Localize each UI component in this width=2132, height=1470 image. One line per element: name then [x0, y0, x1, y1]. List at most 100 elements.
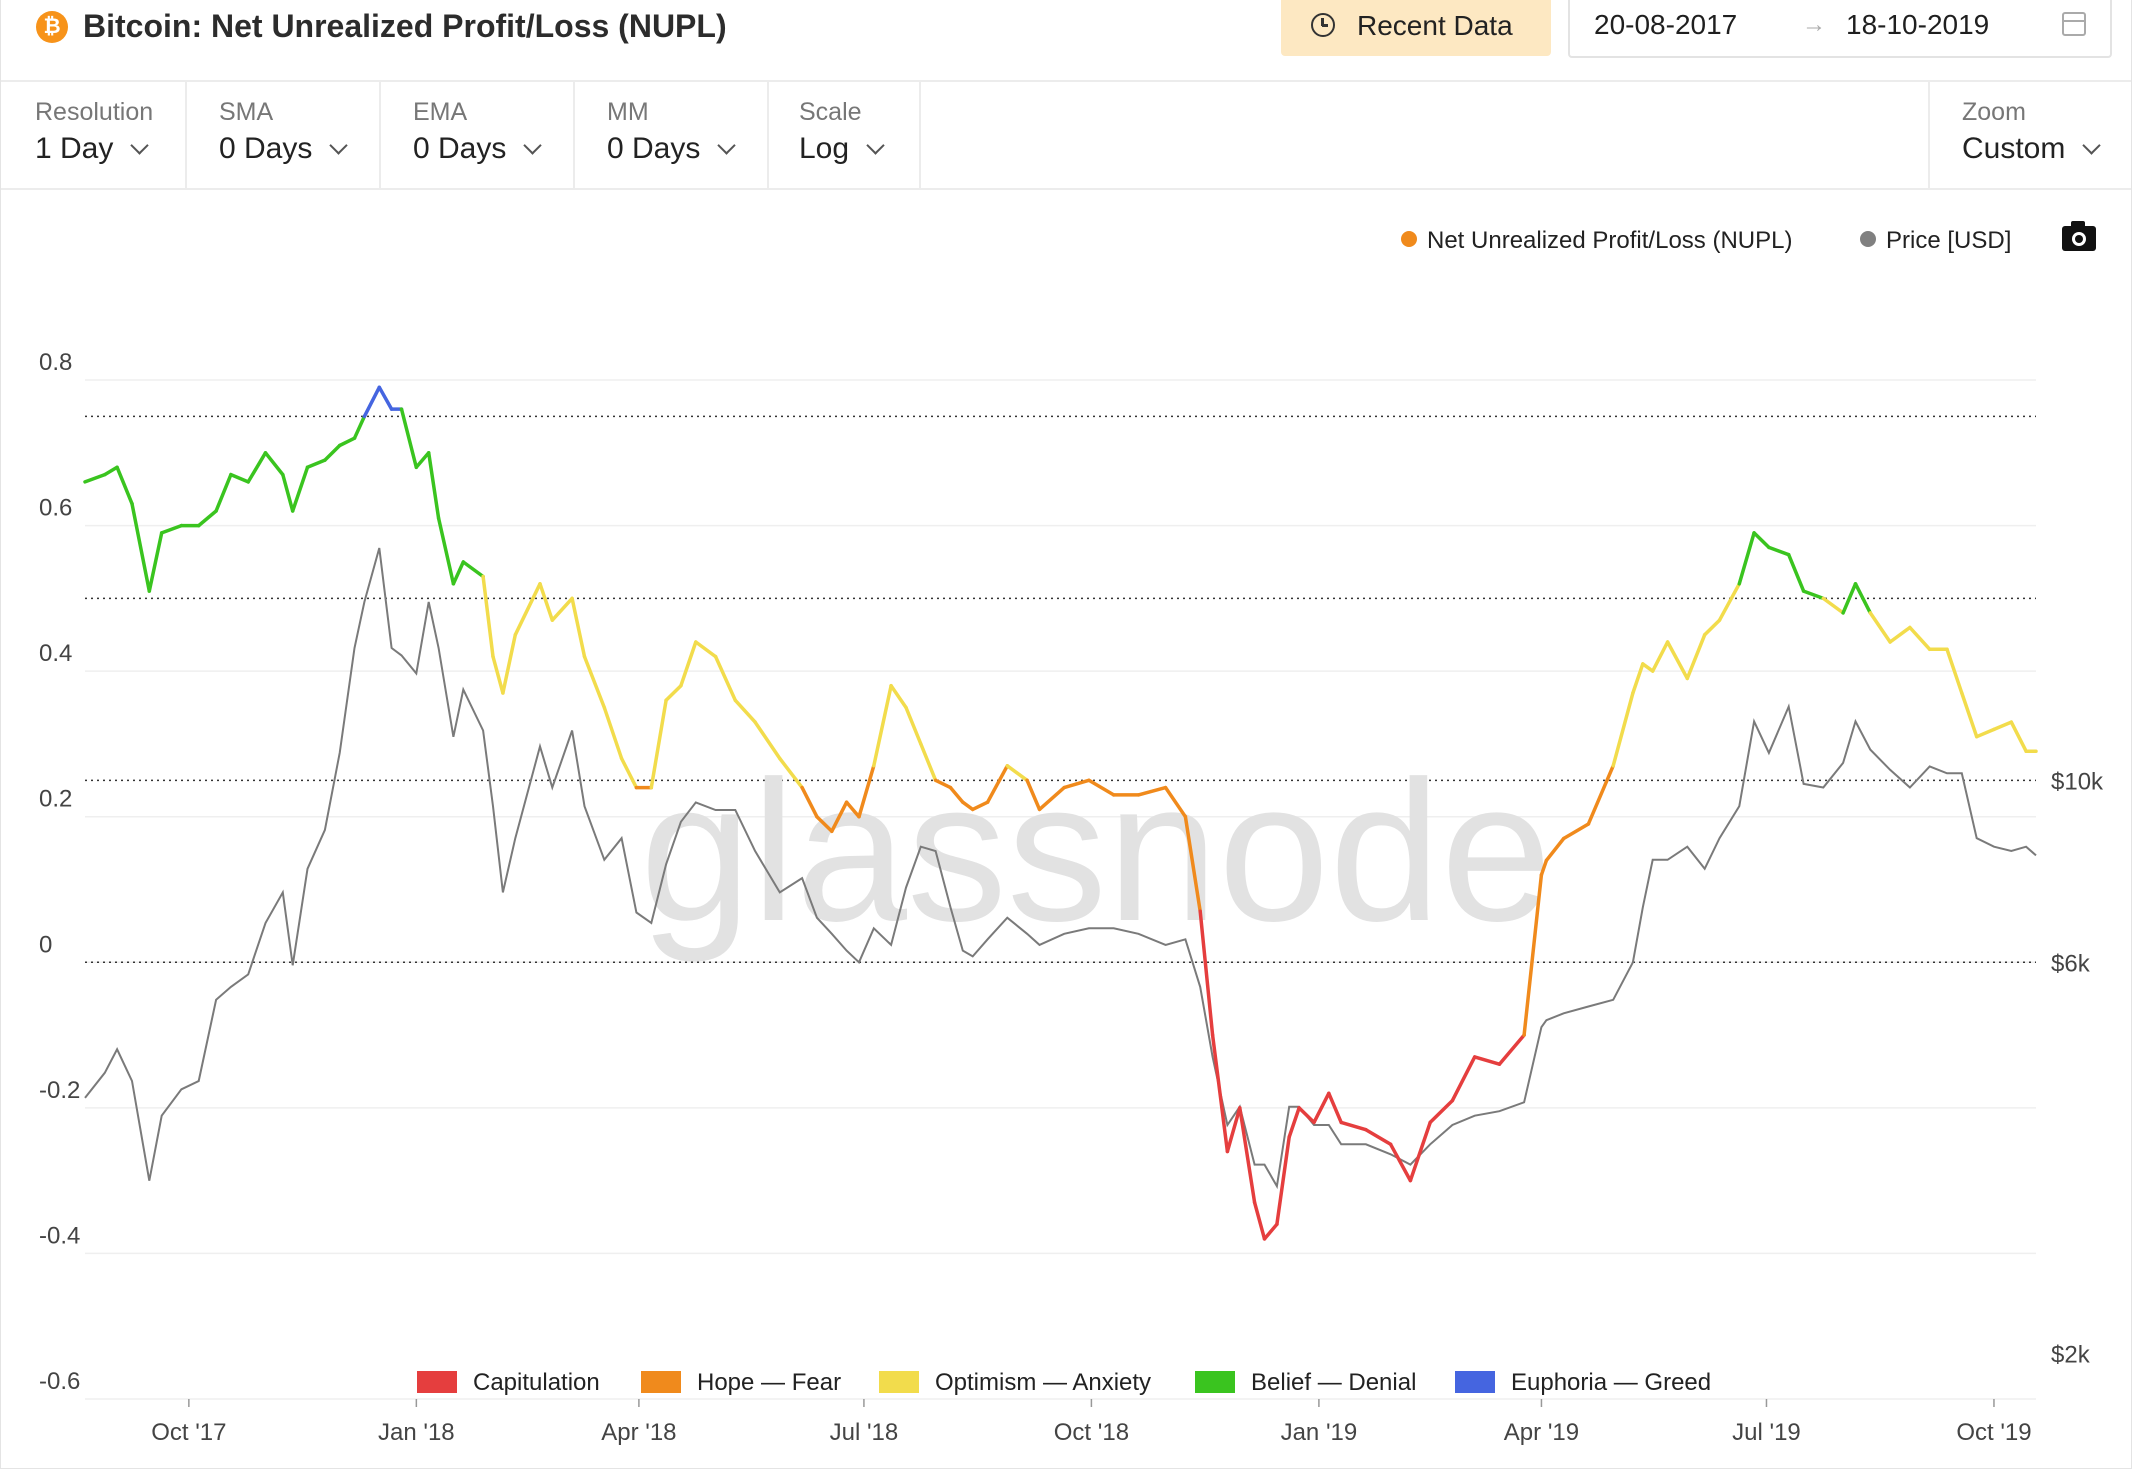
- mm-select[interactable]: MM 0 Days: [575, 80, 769, 188]
- chevron-down-icon: [717, 136, 737, 155]
- ema-label: EMA: [413, 98, 468, 126]
- nupl-segment: [1960, 691, 1979, 739]
- ema-value[interactable]: 0 Days: [413, 132, 543, 166]
- chevron-down-icon: [866, 136, 885, 155]
- nupl-segment: [1631, 662, 1645, 695]
- mm-value[interactable]: 0 Days: [607, 132, 737, 166]
- nupl-segment: [985, 764, 1010, 804]
- nupl-segment: [1841, 582, 1858, 615]
- nupl-segment: [83, 472, 107, 484]
- nupl-segment: [948, 785, 965, 804]
- sma-select[interactable]: SMA 0 Days: [187, 80, 381, 188]
- x-tick-label: Jan '18: [378, 1419, 455, 1446]
- resolution-value[interactable]: 1 Day: [35, 132, 150, 166]
- grid-lines: [85, 379, 2036, 1400]
- clock-icon: [1311, 13, 1335, 37]
- x-axis: Oct '17 Jan '18 Apr '18 Jul '18 Oct '18 Jan '…: [151, 1399, 2032, 1446]
- recent-data-button[interactable]: Recent Data: [1281, 0, 1551, 56]
- chevron-down-icon: [523, 136, 543, 155]
- date-range-picker[interactable]: 20-08-2017 → 18-10-2019: [1568, 0, 2112, 58]
- date-to[interactable]: 18-10-2019: [1846, 9, 1990, 40]
- nupl-segment: [1327, 1091, 1343, 1125]
- x-tick-label: Jan '19: [1281, 1419, 1358, 1446]
- recent-data-label: Recent Data: [1357, 10, 1513, 41]
- resolution-select[interactable]: Resolution 1 Day: [1, 80, 187, 188]
- zoom-select[interactable]: Zoom Custom: [1928, 80, 2132, 188]
- price-series: [84, 547, 2037, 1190]
- y-tick-label: -0.4: [39, 1222, 80, 1249]
- nupl-segment: [451, 560, 466, 586]
- zone-swatch: [641, 1371, 681, 1393]
- legend-label[interactable]: Net Unrealized Profit/Loss (NUPL): [1427, 227, 1792, 254]
- nupl-segment: [1685, 633, 1707, 681]
- y-tick-label: 0: [39, 931, 52, 958]
- zoom-value[interactable]: Custom: [1962, 132, 2102, 166]
- nupl-segment: [362, 385, 382, 419]
- nupl-segment: [1908, 625, 1932, 652]
- nupl-segment: [337, 436, 357, 448]
- nupl-segment: [513, 582, 542, 637]
- nupl-segment: [830, 800, 849, 834]
- chevron-down-icon: [329, 136, 349, 155]
- sma-value[interactable]: 0 Days: [219, 132, 349, 166]
- nupl-segment: [694, 640, 718, 659]
- x-tick-label: Oct '17: [151, 1419, 226, 1446]
- scale-label: Scale: [799, 98, 862, 126]
- x-tick-label: Oct '19: [1956, 1419, 2031, 1446]
- nupl-segment: [1888, 625, 1912, 644]
- resolution-label: Resolution: [35, 98, 154, 126]
- nupl-segment: [961, 800, 975, 812]
- price-tick-label: $10k: [2051, 768, 2104, 795]
- camera-icon[interactable]: [2062, 221, 2096, 251]
- nupl-segment: [1252, 1200, 1267, 1241]
- nupl-chart[interactable]: glassnode 0.8 0.6 0.4 0.2 0 -0.2 -0.4 -0.6 $10k…: [1, 190, 2131, 1468]
- legend-swatch: [1401, 231, 1417, 247]
- y-axis-right: $10k $6k $2k: [2051, 768, 2104, 1368]
- legend-label[interactable]: Price [USD]: [1886, 227, 2011, 254]
- nupl-segment: [649, 698, 668, 790]
- nupl-segment: [1786, 552, 1806, 593]
- nupl-segment: [713, 654, 738, 703]
- nupl-segment: [229, 472, 250, 484]
- nupl-segment: [1539, 858, 1549, 877]
- nupl-segment: [1450, 1055, 1477, 1103]
- nupl-segment: [1974, 727, 1996, 739]
- nupl-segment: [130, 501, 152, 593]
- scale-value[interactable]: Log: [799, 132, 885, 166]
- nupl-segment: [1717, 582, 1742, 622]
- nupl-segment: [377, 385, 394, 411]
- page-title: Bitcoin: Net Unrealized Profit/Loss (NUP…: [83, 8, 727, 44]
- nupl-segment: [1868, 611, 1892, 644]
- nupl-segment: [290, 465, 310, 513]
- nupl-segment: [1586, 764, 1615, 826]
- scale-select[interactable]: Scale Log: [769, 80, 921, 188]
- nupl-segment: [1005, 764, 1029, 783]
- watermark: glassnode: [640, 740, 1552, 963]
- nupl-segment: [815, 814, 834, 834]
- zone-label: Optimism — Anxiety: [935, 1369, 1151, 1396]
- nupl-segment: [103, 465, 119, 477]
- nupl-segment: [281, 472, 295, 513]
- nupl-segment: [1611, 691, 1635, 768]
- nupl-segment: [1210, 1033, 1230, 1154]
- nupl-segment: [1767, 545, 1791, 557]
- calendar-icon[interactable]: [2062, 12, 2086, 36]
- price-tick-label: $6k: [2051, 950, 2091, 977]
- ema-select[interactable]: EMA 0 Days: [381, 80, 575, 188]
- nupl-segment: [538, 582, 555, 622]
- nupl-segment: [159, 523, 184, 535]
- legend-swatch: [1860, 231, 1876, 247]
- series-legend[interactable]: Net Unrealized Profit/Loss (NUPL) Price […: [1401, 227, 2011, 254]
- nupl-segment: [426, 451, 441, 521]
- date-from[interactable]: 20-08-2017: [1594, 9, 1738, 40]
- nupl-segment: [844, 800, 861, 819]
- nupl-segment: [1544, 836, 1566, 863]
- bitcoin-icon: ₿: [36, 11, 68, 43]
- title-bar: ₿ Bitcoin: Net Unrealized Profit/Loss (N…: [1, 0, 2131, 82]
- nupl-segment: [481, 574, 495, 659]
- arrow-right-icon: →: [1802, 11, 1826, 38]
- chevron-down-icon: [2082, 136, 2102, 155]
- y-tick-label: 0.4: [39, 640, 72, 667]
- price-line: [84, 547, 2037, 1190]
- nupl-segment: [491, 654, 505, 695]
